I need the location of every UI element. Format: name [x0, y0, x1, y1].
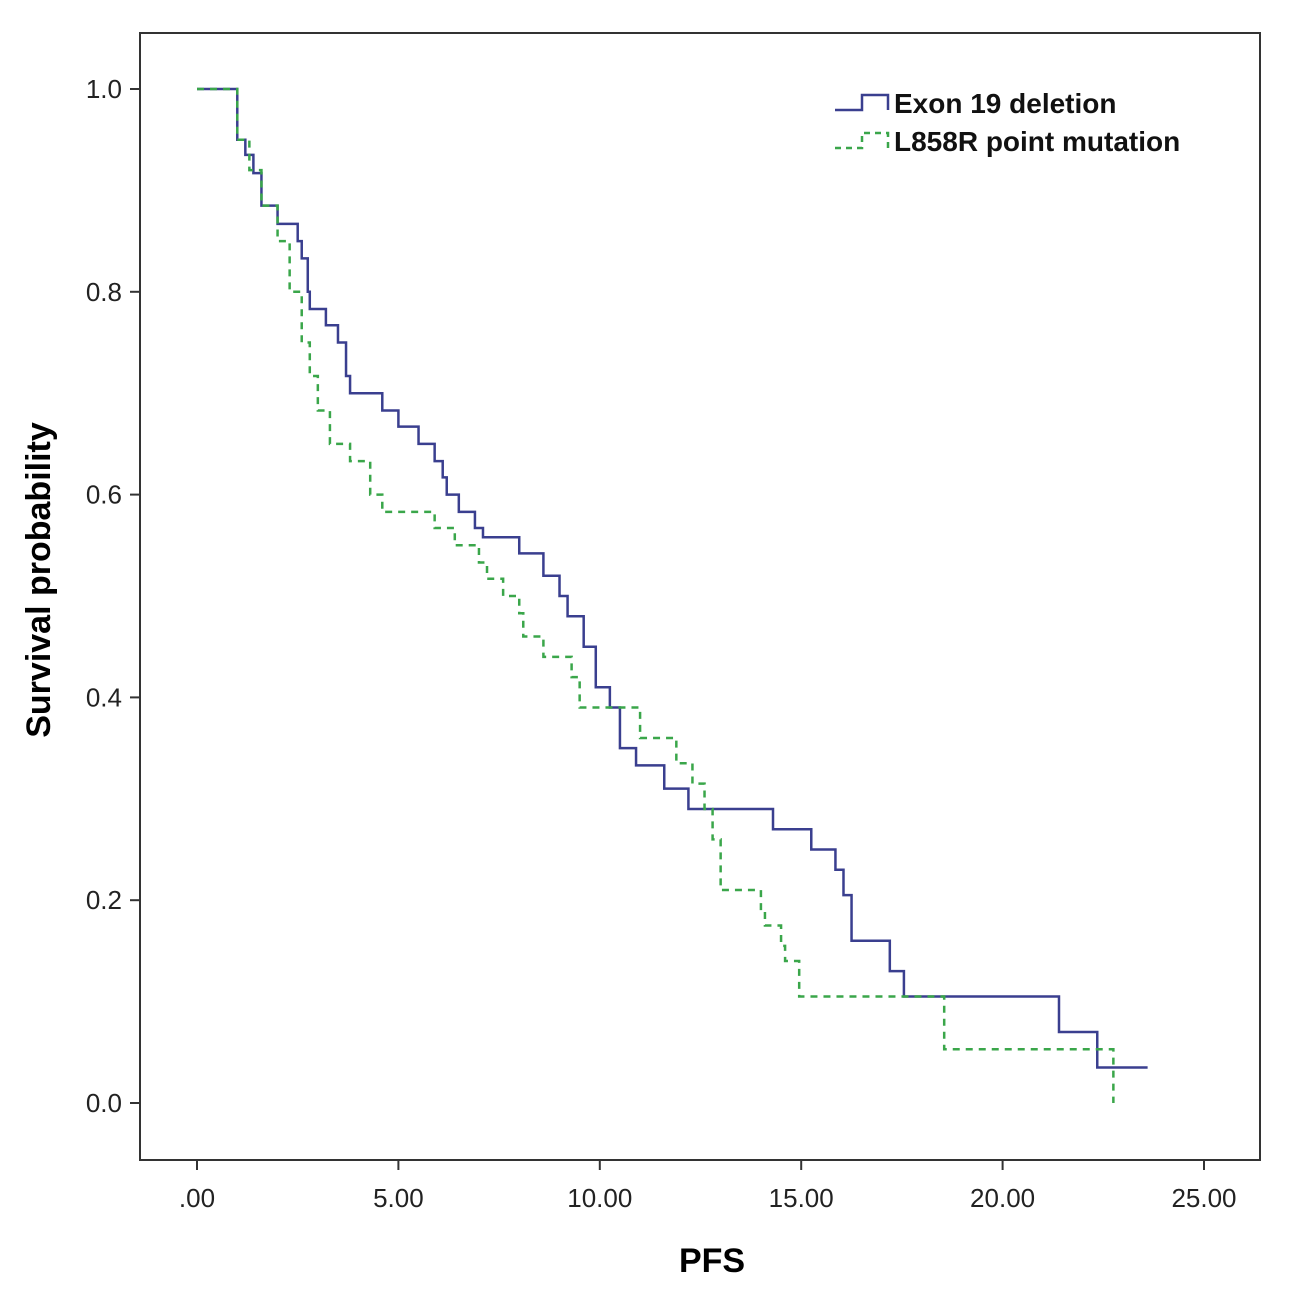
- y-tick-label: 1.0: [86, 74, 122, 104]
- x-tick-label: .00: [179, 1183, 215, 1213]
- x-tick-label: 5.00: [373, 1183, 424, 1213]
- series-line-l858r-point-mutation: [197, 87, 1115, 1103]
- plot-frame: [139, 32, 1261, 1161]
- x-tick-label: 15.00: [769, 1183, 834, 1213]
- y-axis-label: Survival probability: [20, 422, 58, 738]
- x-tick-label: 10.00: [567, 1183, 632, 1213]
- x-tick-label: 20.00: [970, 1183, 1035, 1213]
- legend-label-exon19: Exon 19 deletion: [894, 88, 1117, 119]
- legend-swatch-exon19: [835, 93, 890, 112]
- legend-swatch-l858r: [835, 131, 890, 150]
- y-tick-label: 0.8: [86, 277, 122, 307]
- y-tick-label: 0.0: [86, 1088, 122, 1118]
- y-tick-label: 0.6: [86, 480, 122, 510]
- legend-label-l858r: L858R point mutation: [894, 126, 1180, 157]
- x-axis-label: PFS: [679, 1242, 745, 1280]
- legend: Exon 19 deletion L858R point mutation: [835, 88, 1180, 157]
- y-tick-label: 0.2: [86, 885, 122, 915]
- series-line-exon19-deletion: [197, 87, 1148, 1069]
- y-tick-label: 0.4: [86, 682, 122, 712]
- x-tick-label: 25.00: [1171, 1183, 1236, 1213]
